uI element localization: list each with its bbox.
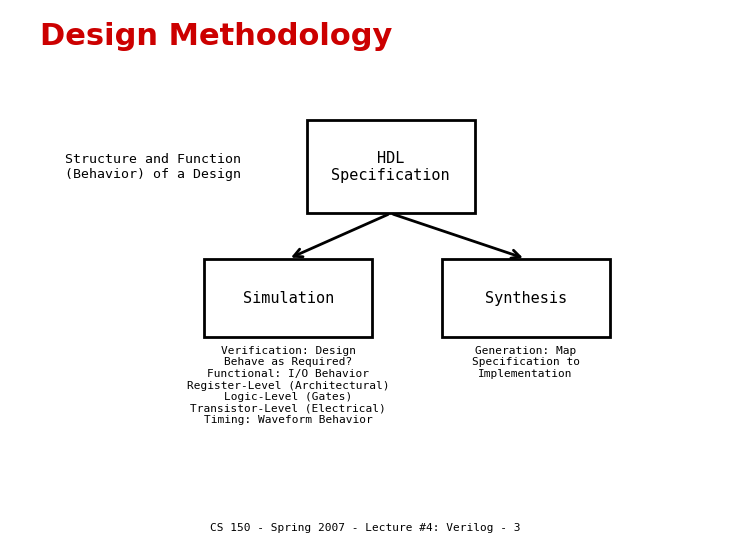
Text: Generation: Map
Specification to
Implementation: Generation: Map Specification to Impleme…	[472, 346, 580, 379]
Text: CS 150 - Spring 2007 - Lecture #4: Verilog - 3: CS 150 - Spring 2007 - Lecture #4: Veril…	[210, 523, 520, 533]
Text: Simulation: Simulation	[242, 290, 334, 306]
Text: HDL
Specification: HDL Specification	[331, 150, 450, 183]
Bar	[307, 120, 474, 213]
Text: Synthesis: Synthesis	[485, 290, 566, 306]
Text: Verification: Design
Behave as Required?
Functional: I/O Behavior
Register-Level: Verification: Design Behave as Required?…	[187, 346, 390, 426]
Bar	[204, 259, 372, 337]
Text: Design Methodology: Design Methodology	[40, 22, 393, 51]
Text: Structure and Function
(Behavior) of a Design: Structure and Function (Behavior) of a D…	[65, 153, 242, 181]
Bar	[442, 259, 610, 337]
